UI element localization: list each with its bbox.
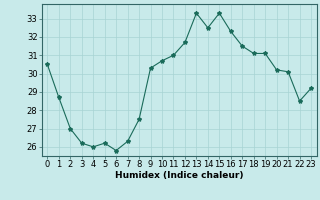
X-axis label: Humidex (Indice chaleur): Humidex (Indice chaleur) <box>115 171 244 180</box>
